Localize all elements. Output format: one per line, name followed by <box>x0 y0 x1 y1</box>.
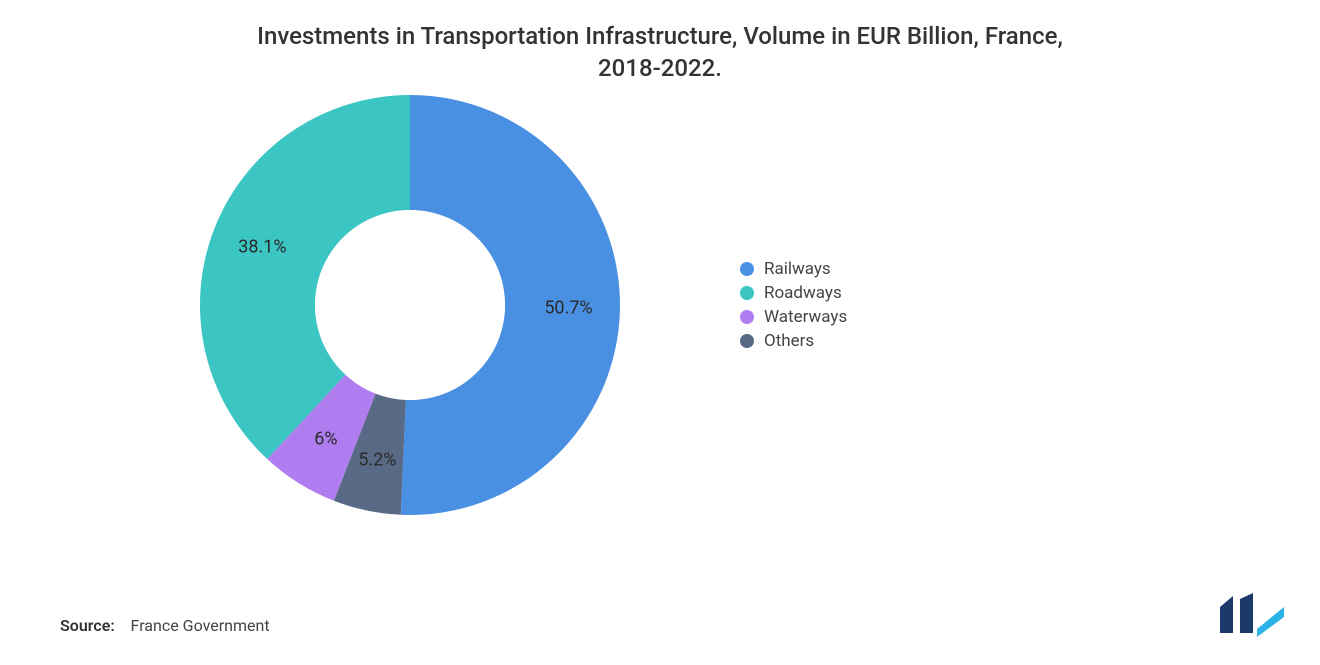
legend: Railways Roadways Waterways Others <box>740 255 847 355</box>
legend-label: Waterways <box>764 307 847 327</box>
chart-title-line2: 2018-2022. <box>60 52 1260 84</box>
legend-label: Others <box>764 331 814 351</box>
slice-label: 5.2% <box>358 449 396 470</box>
legend-label: Railways <box>764 259 831 279</box>
legend-swatch <box>740 310 754 324</box>
legend-label: Roadways <box>764 283 842 303</box>
source-value: France Government <box>131 616 270 635</box>
legend-swatch <box>740 334 754 348</box>
slice-label: 38.1% <box>238 236 286 257</box>
legend-swatch <box>740 262 754 276</box>
legend-item: Roadways <box>740 283 847 303</box>
slice-label: 50.7% <box>544 298 592 319</box>
source-label: Source: <box>60 616 115 635</box>
chart-title-line1: Investments in Transportation Infrastruc… <box>60 20 1260 52</box>
chart-title: Investments in Transportation Infrastruc… <box>60 20 1260 85</box>
chart-container: Investments in Transportation Infrastruc… <box>0 0 1320 665</box>
legend-swatch <box>740 286 754 300</box>
legend-item: Others <box>740 331 847 351</box>
brand-logo <box>1214 593 1284 641</box>
source-line: Source: France Government <box>60 616 270 635</box>
chart-row: 50.7% 5.2% 6% 38.1% Railways Roadways Waterwa… <box>60 95 1260 515</box>
slice-label: 6% <box>314 429 337 450</box>
donut-chart: 50.7% 5.2% 6% 38.1% <box>200 95 620 515</box>
legend-item: Waterways <box>740 307 847 327</box>
legend-item: Railways <box>740 259 847 279</box>
